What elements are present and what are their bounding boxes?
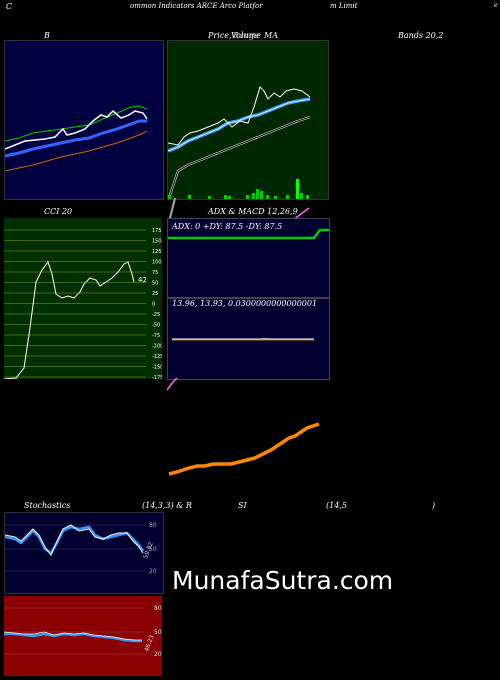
cci-level-label: -75 [152,333,160,339]
adx-panel: ADX: 0 +DY: 87.5 -DY: 87.5 [167,218,330,298]
cci-level-label: -50 [152,323,160,329]
price-chart [168,86,311,199]
price-ma-slow [168,115,311,199]
cci-level-label: 150 [152,239,162,245]
macd-overflow-lines [167,378,320,476]
rsi-panel: 80 50 20 46.23 [4,596,162,676]
price-volume-label: Volume [231,31,261,40]
adx-macd-label: ADX & MACD 12,26,9 [208,207,298,216]
rsi-level-50: 50 [154,629,162,636]
stoch-level-20: 20 [149,568,157,575]
adx-values: ADX: 0 +DY: 87.5 -DY: 87.5 [172,222,283,231]
price-ma-slow-inner [168,116,311,199]
price-range-label: Range [233,31,259,40]
volume-bar [188,195,191,199]
volume-bar [266,195,269,199]
header-title: ommon Indicators ARCE Arco Platfor [130,2,263,10]
volume-bar [296,179,299,199]
volume-bar [286,195,289,199]
bollinger-panel [4,40,164,200]
adx-chart [168,228,329,240]
header-c: C [6,2,13,11]
bb-price-line [5,109,148,150]
cci-level-label: 25 [152,291,158,297]
rsi-mfi-line [4,632,142,643]
macd-chart [172,338,314,341]
cci-level-label: -25 [152,312,160,318]
volume-bar [224,195,227,199]
cci-panel: 175 150 125 100 75 50 25 0 -25 -50 -75 -100 -125 -150… [4,218,162,379]
bb-middle-band [5,119,147,158]
volume-bar [246,195,249,199]
bollinger-label: B [44,31,50,40]
rsi-paren: ) [432,501,436,510]
bollinger-label-right: Bands 20,2 [398,31,444,40]
cci-label: CCI 20 [44,207,73,216]
macd-overflow-orange [168,422,320,476]
rsi-level-20: 20 [154,651,162,658]
volume-bar [168,195,171,199]
price-ma-label: MA [264,31,278,40]
volume-bar [260,191,263,199]
bb-upper-band [5,105,148,142]
cci-level-label: 125 [152,249,162,255]
stoch-label: Stochastics [24,501,71,510]
stoch-d-line [5,525,145,555]
volume-bar [256,189,259,199]
rsi-line [4,631,142,641]
price-label: Price, [208,31,232,40]
header-title-right: m Limit [330,2,358,10]
rsi-si-label: SI [238,501,247,510]
stoch-k-line [5,524,144,556]
macd-histogram-bar [262,338,270,340]
stoch-panel: 80 50 20 59.82 [4,512,164,594]
stoch-chart: 80 50 20 59.82 [5,522,157,575]
cci-level-label: 50 [152,281,158,287]
volume-bar [208,196,211,199]
watermark: MunafaSutra.com [172,566,394,595]
cci-level-label: -175 [152,375,162,379]
rsi-value-label: 46.23 [143,634,156,653]
adx-plus-di-line [168,228,329,240]
cci-level-label: 0 [152,302,155,308]
price-panel [167,40,329,200]
cci-chart: 175 150 125 100 75 50 25 0 -25 -50 -75 -100 -125 -150… [4,228,162,379]
volume-bar [228,196,231,199]
volume-bar [274,196,277,199]
cci-level-label: -125 [152,354,162,360]
bb-lower-band [5,130,148,172]
price-ma-fast-center [168,98,311,152]
bollinger-chart [5,105,148,172]
cci-level-label: 175 [152,228,162,234]
cci-level-label: 75 [152,270,158,276]
stoch-level-80: 80 [149,522,157,529]
macd-values: 13.96, 13.93, 0.0300000000000001 [172,299,318,308]
cci-level-label: -100 [152,344,162,350]
stoch-params: (14,3,3) & R [142,501,192,510]
cci-level-label: -150 [152,365,162,371]
macd-panel: 13.96, 13.93, 0.0300000000000001 [167,298,330,380]
rsi-level-80: 80 [154,605,162,612]
cci-line [4,260,135,379]
volume-bar [252,193,255,199]
cci-level-label: 100 [152,260,162,266]
price-line [168,86,311,146]
header-dot: e [494,2,498,9]
rsi-params: (14,5 [326,501,347,510]
volume-bar [306,195,309,199]
cci-value-label: 42 [138,276,147,284]
volume-bar [300,193,303,199]
rsi-chart: 80 50 20 46.23 [4,605,162,658]
stoch-level-50: 50 [149,546,157,553]
macd-overflow-magenta [167,378,178,391]
